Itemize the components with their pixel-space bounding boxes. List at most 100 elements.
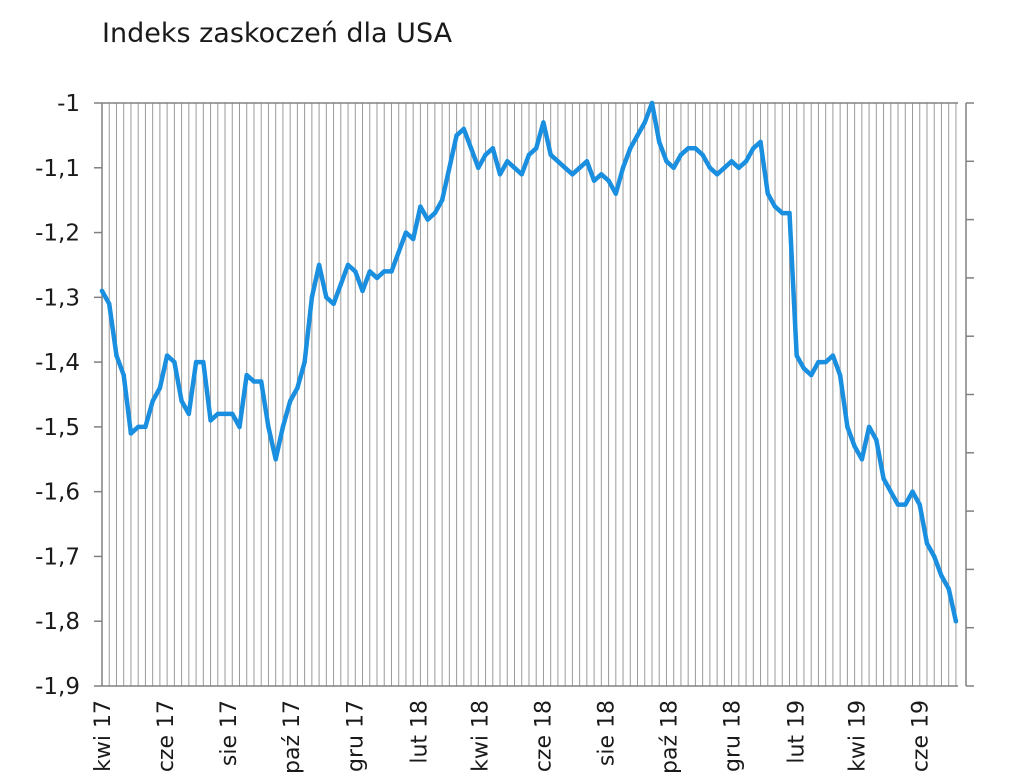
data-point	[700, 152, 705, 157]
data-point	[693, 146, 698, 151]
series-group	[99, 100, 959, 624]
data-point	[128, 431, 134, 436]
data-point	[780, 210, 785, 216]
data-point	[476, 165, 481, 170]
data-point	[150, 398, 155, 404]
data-point	[939, 573, 944, 579]
data-point	[541, 120, 546, 125]
x-tick-label: cze 17	[154, 700, 179, 772]
data-point	[859, 457, 865, 462]
data-point	[186, 411, 191, 417]
data-point	[266, 424, 271, 430]
y-tick-label: -1,3	[35, 285, 80, 311]
data-point	[374, 275, 380, 281]
y-tick-label: -1,8	[35, 609, 80, 635]
data-point	[316, 262, 322, 268]
data-point	[447, 165, 452, 170]
data-point	[331, 301, 336, 306]
x-tick-label: sie 18	[594, 700, 619, 766]
data-point	[570, 172, 575, 177]
x-tick-label: kwi 18	[468, 700, 493, 772]
data-point	[432, 210, 438, 216]
data-point	[852, 444, 857, 449]
data-point	[367, 269, 372, 274]
x-tick-label: gru 17	[343, 700, 368, 772]
data-point	[193, 359, 199, 365]
data-point	[526, 152, 532, 157]
data-point	[620, 165, 626, 170]
data-point	[758, 139, 763, 145]
data-point	[729, 159, 734, 164]
data-point	[577, 165, 582, 170]
data-point	[664, 159, 669, 164]
data-point	[454, 133, 459, 138]
data-point	[259, 379, 264, 384]
data-point	[845, 424, 850, 430]
data-point	[591, 178, 597, 183]
data-point	[418, 204, 423, 209]
data-point	[251, 379, 257, 384]
vertical-gridlines	[101, 103, 957, 686]
data-point	[215, 411, 220, 417]
data-point	[389, 269, 394, 274]
data-point	[917, 502, 922, 507]
data-point	[932, 554, 937, 559]
data-point	[280, 424, 286, 430]
data-point	[714, 172, 720, 177]
data-point	[584, 159, 590, 164]
data-point	[107, 301, 112, 306]
y-tick-label: -1,4	[35, 350, 80, 376]
data-point	[164, 353, 170, 358]
data-point	[599, 172, 604, 177]
data-point	[657, 139, 662, 145]
data-point	[273, 457, 278, 462]
x-tick-label: paź 17	[280, 700, 305, 774]
data-point	[562, 165, 568, 170]
data-point	[736, 165, 741, 170]
data-point	[816, 359, 821, 365]
y-tick-label: -1,7	[35, 544, 80, 570]
y-tick-label: -1,2	[35, 221, 80, 247]
data-point	[924, 541, 930, 546]
data-point	[497, 172, 503, 177]
data-point	[895, 502, 901, 507]
data-point	[512, 165, 517, 170]
data-point	[874, 437, 879, 442]
data-point	[490, 146, 495, 151]
data-point	[671, 165, 676, 170]
x-tick-label: cze 19	[909, 700, 934, 772]
data-point	[403, 230, 409, 235]
data-point	[230, 411, 235, 417]
data-point	[837, 372, 843, 378]
data-point	[903, 502, 908, 507]
data-point	[707, 165, 713, 170]
data-point	[678, 152, 684, 157]
data-point	[635, 133, 640, 138]
y-tick-label: -1,9	[35, 674, 80, 700]
data-point	[324, 295, 329, 300]
data-point	[222, 411, 228, 417]
data-point	[382, 269, 387, 274]
data-point	[555, 159, 561, 164]
data-point	[519, 172, 524, 177]
chart-title: Indeks zaskoczeń dla USA	[102, 18, 453, 49]
data-point	[157, 385, 163, 391]
data-point	[461, 126, 466, 132]
y-tick-label: -1,5	[35, 415, 80, 441]
data-point	[425, 217, 430, 222]
x-tick-label: cze 18	[531, 700, 556, 772]
data-point	[743, 159, 749, 164]
data-point	[722, 165, 727, 170]
data-point	[136, 424, 141, 430]
data-point	[483, 152, 488, 157]
data-point	[121, 372, 126, 378]
data-point	[411, 236, 416, 242]
data-point	[765, 191, 770, 196]
data-point	[787, 210, 792, 216]
data-point	[99, 288, 105, 294]
data-point	[468, 146, 474, 151]
data-point	[830, 353, 836, 358]
x-tick-label: lut 18	[407, 700, 432, 764]
data-point	[143, 424, 148, 430]
